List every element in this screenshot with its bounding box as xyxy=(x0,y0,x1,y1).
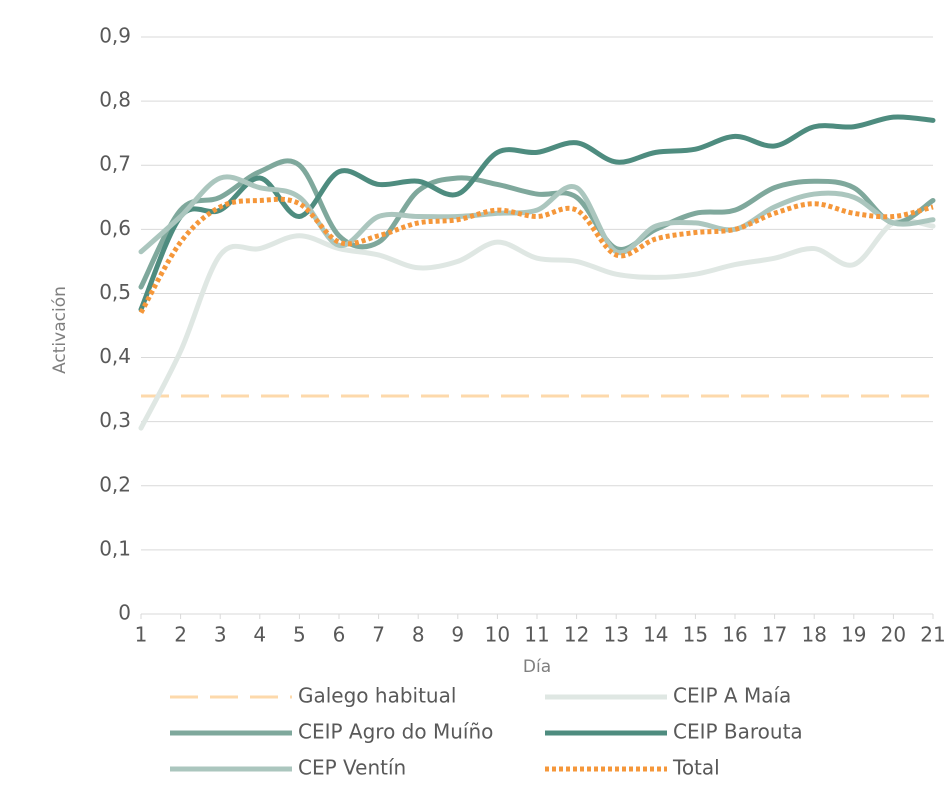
series-line xyxy=(138,114,936,312)
legend-label: Total xyxy=(672,756,720,780)
x-tick-label: 12 xyxy=(564,623,589,647)
x-tick-label: 10 xyxy=(485,623,510,647)
x-tick-label: 21 xyxy=(920,623,945,647)
x-tick-label: 19 xyxy=(841,623,866,647)
legend-label: Galego habitual xyxy=(298,684,456,708)
x-tick-label: 4 xyxy=(253,623,266,647)
x-tick-label: 3 xyxy=(214,623,227,647)
x-tick-label: 18 xyxy=(801,623,826,647)
series-line xyxy=(138,218,936,431)
legend-label: CEIP A Maía xyxy=(673,684,791,708)
series-line xyxy=(138,174,936,256)
y-tick-label: 0,3 xyxy=(99,408,131,432)
x-tick-label: 1 xyxy=(135,623,148,647)
y-tick-label: 0,8 xyxy=(99,88,131,112)
y-tick-label: 0,9 xyxy=(99,24,131,48)
y-tick-label: 0,2 xyxy=(99,472,131,496)
x-tick-label: 9 xyxy=(451,623,464,647)
x-tick-label: 2 xyxy=(174,623,187,647)
x-tick-label: 15 xyxy=(683,623,708,647)
y-tick-label: 0,1 xyxy=(99,536,131,560)
x-tick-label: 17 xyxy=(762,623,787,647)
y-axis-title: Activación xyxy=(50,286,70,374)
y-tick-label: 0 xyxy=(118,601,131,625)
x-tick-label: 13 xyxy=(603,623,628,647)
legend-label: CEIP Barouta xyxy=(673,720,803,744)
x-axis-title: Día xyxy=(523,657,551,677)
x-tick-label: 11 xyxy=(524,623,549,647)
x-tick-label: 20 xyxy=(881,623,906,647)
background-glow xyxy=(0,220,70,540)
background-glow xyxy=(0,470,70,800)
y-tick-label: 0,7 xyxy=(99,152,131,176)
y-tick-label: 0,6 xyxy=(99,216,131,240)
y-tick-label: 0,4 xyxy=(99,344,131,368)
legend-label: CEP Ventín xyxy=(298,756,406,780)
x-tick-label: 8 xyxy=(412,623,425,647)
legend-label: CEIP Agro do Muíño xyxy=(298,720,493,744)
x-tick-label: 7 xyxy=(372,623,385,647)
series-line xyxy=(138,158,936,290)
x-tick-label: 6 xyxy=(333,623,346,647)
y-tick-label: 0,5 xyxy=(99,280,131,304)
x-tick-label: 5 xyxy=(293,623,306,647)
x-tick-label: 14 xyxy=(643,623,668,647)
x-tick-label: 16 xyxy=(722,623,747,647)
